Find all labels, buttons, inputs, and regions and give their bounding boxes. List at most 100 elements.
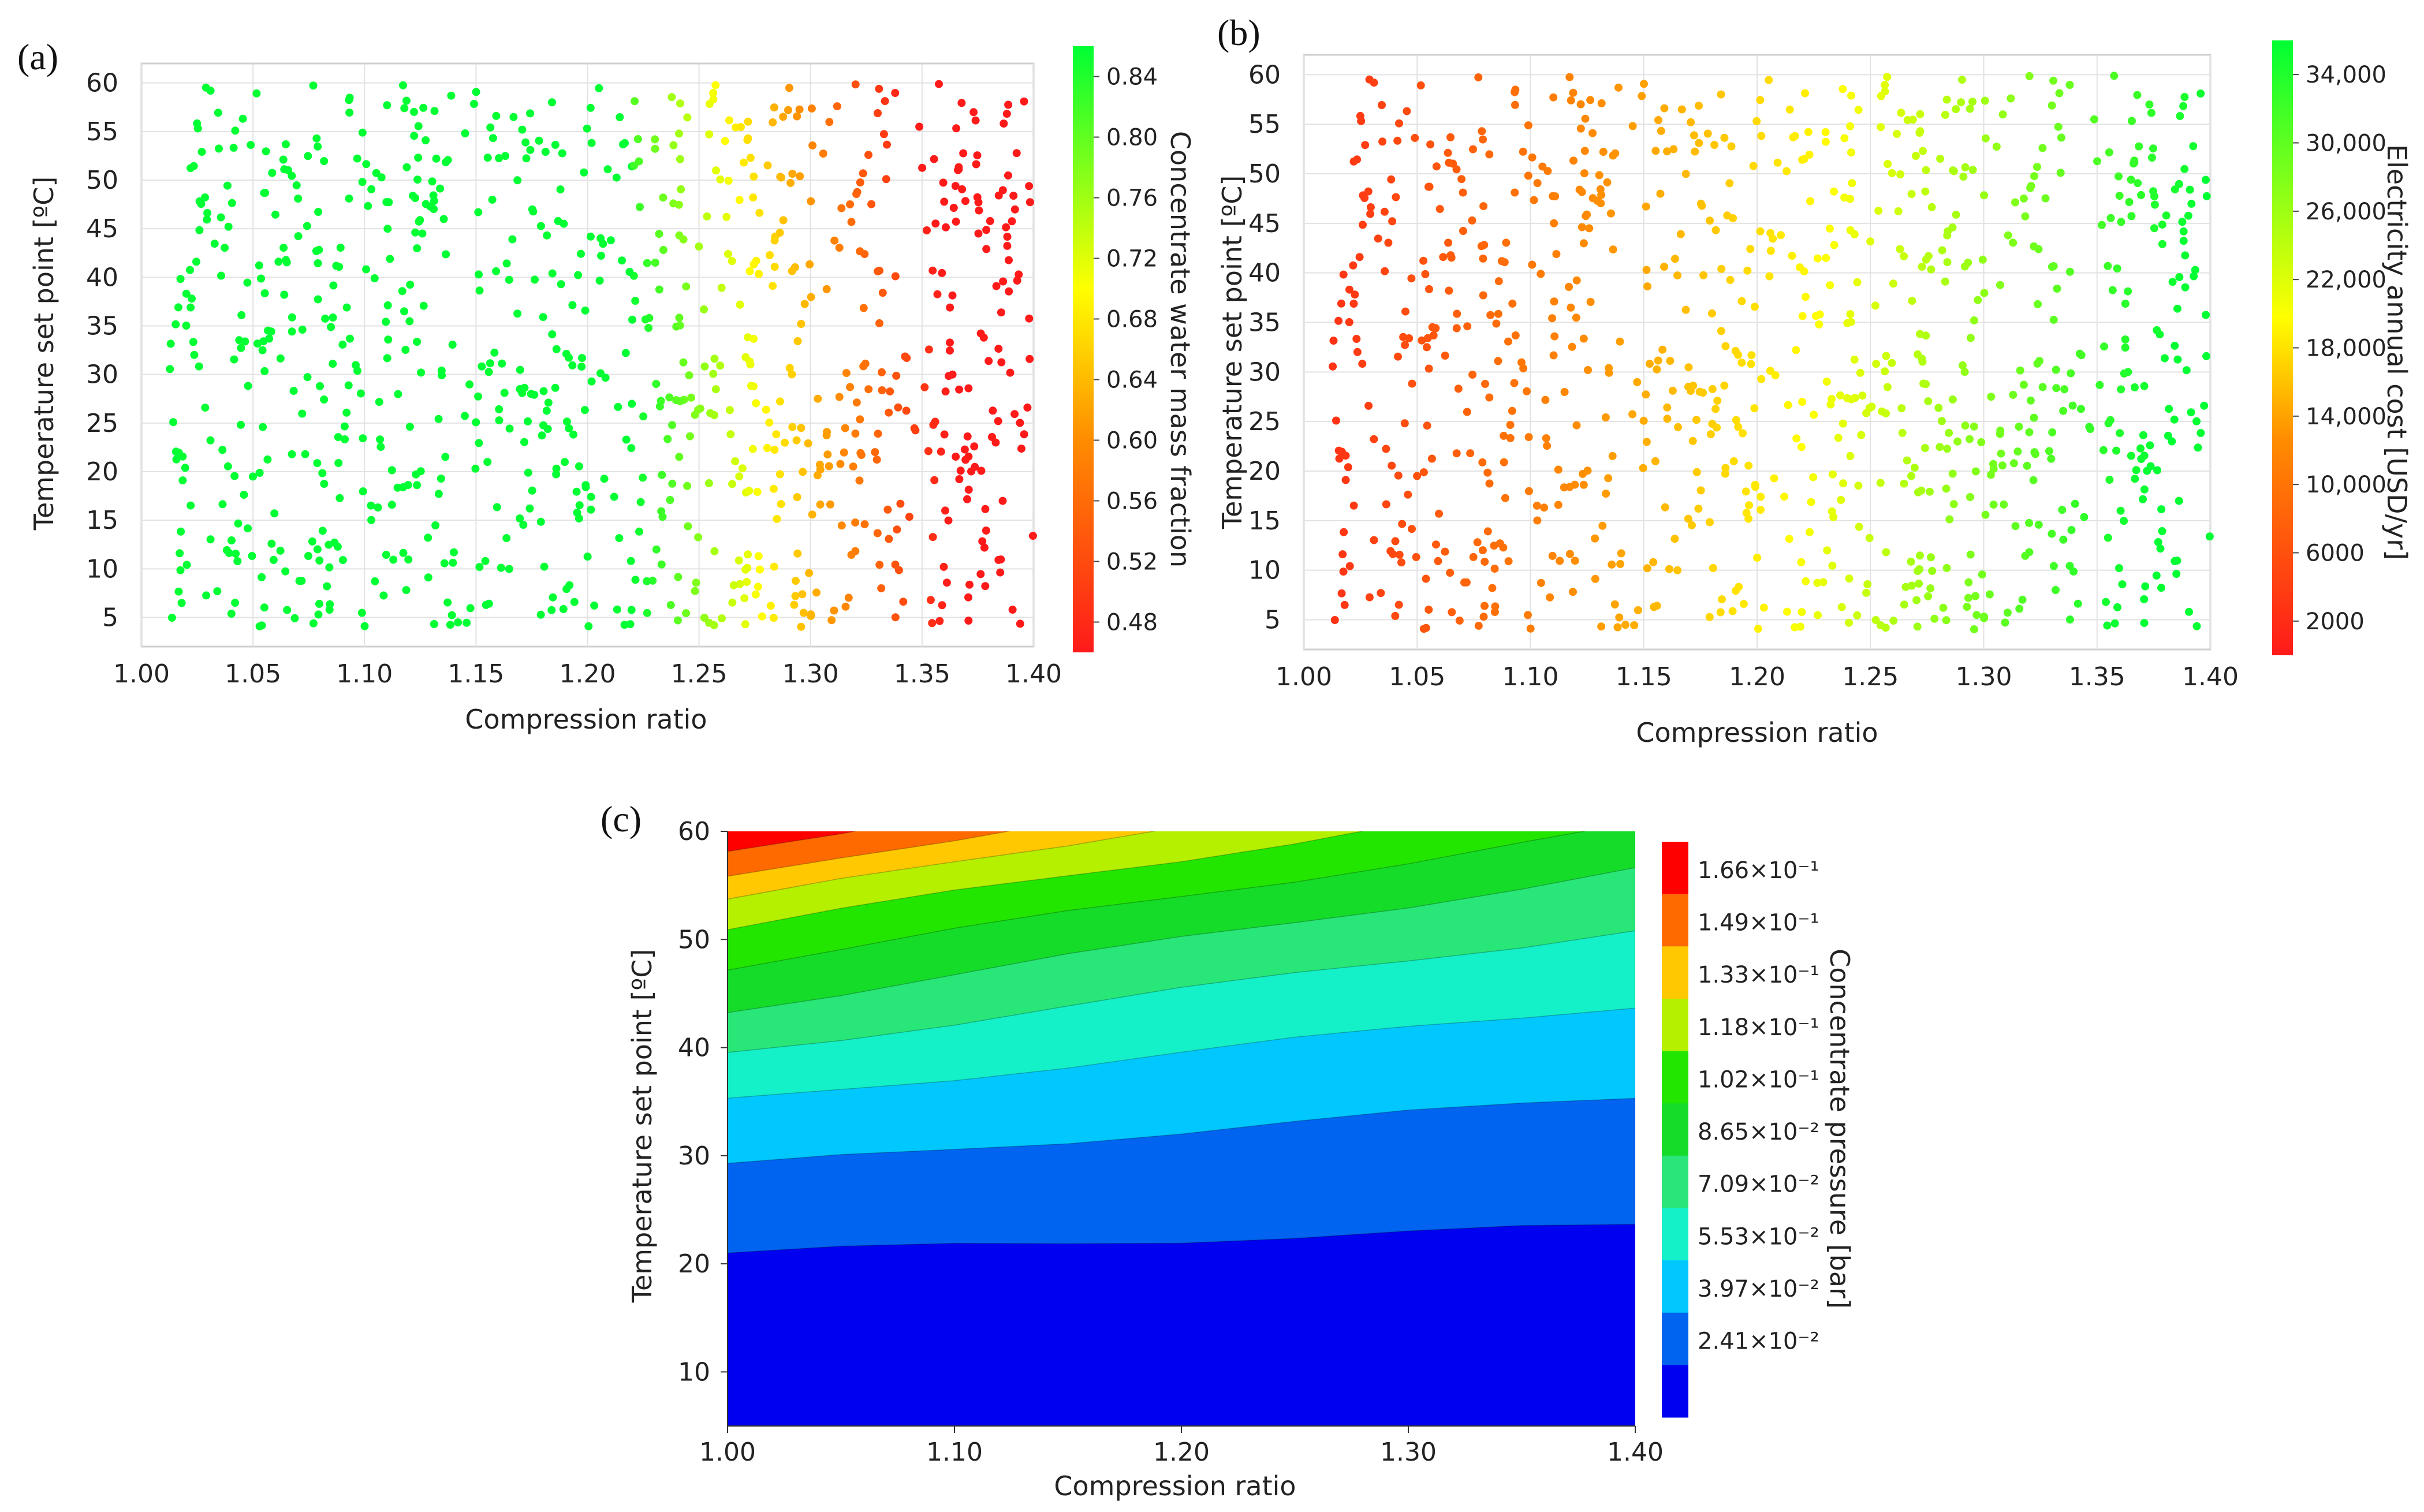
scatter-point <box>1926 584 1935 593</box>
scatter-point <box>826 500 834 509</box>
scatter-point <box>2180 93 2189 101</box>
scatter-point <box>2100 342 2108 351</box>
scatter-point <box>223 181 232 190</box>
scatter-point <box>851 80 860 89</box>
scatter-point <box>749 172 758 181</box>
scatter-point <box>2110 619 2119 628</box>
scatter-point <box>877 584 886 592</box>
scatter-point <box>998 496 1007 505</box>
scatter-point <box>1500 258 1509 267</box>
scatter-point <box>1769 234 1777 243</box>
scatter-point <box>1718 595 1726 604</box>
scatter-point <box>2029 476 2038 484</box>
scatter-point <box>442 158 450 166</box>
scatter-point <box>961 456 970 464</box>
scatter-point <box>695 242 703 251</box>
scatter-point <box>1528 260 1537 269</box>
scatter-point <box>570 598 579 606</box>
scatter-point <box>1848 179 1856 188</box>
scatter-point <box>726 430 735 439</box>
scatter-point <box>1663 415 1672 423</box>
scatter-point <box>1340 528 1348 536</box>
y-tick-label: 25 <box>86 409 118 438</box>
scatter-point <box>705 100 714 108</box>
scatter-point <box>438 371 446 380</box>
scatter-point <box>1452 449 1461 458</box>
scatter-point <box>1345 318 1353 326</box>
scatter-point <box>1717 264 1726 273</box>
scatter-point <box>769 118 777 126</box>
scatter-point <box>1548 314 1557 323</box>
scatter-point <box>260 289 269 297</box>
scatter-point <box>627 606 636 614</box>
scatter-point <box>1691 147 1699 156</box>
scatter-point <box>926 596 935 604</box>
scatter-point <box>574 271 583 279</box>
scatter-point <box>244 524 252 533</box>
scatter-point <box>745 267 754 275</box>
colorbar-tick-label: 0.72 <box>1106 246 1158 272</box>
panel-b-y-axis-title: Temperature set point [ºC] <box>1217 176 1248 530</box>
scatter-point <box>1918 263 1926 271</box>
scatter-point <box>520 383 529 392</box>
scatter-point <box>595 277 604 285</box>
scatter-point <box>933 290 942 298</box>
scatter-point <box>755 208 764 217</box>
scatter-point <box>1387 175 1396 184</box>
scatter-point <box>1633 378 1642 386</box>
scatter-point <box>1453 309 1461 318</box>
scatter-point <box>949 204 958 212</box>
scatter-point <box>1896 170 1905 178</box>
scatter-point <box>842 369 851 378</box>
scatter-point <box>288 313 296 322</box>
scatter-point <box>2025 72 2034 80</box>
scatter-point <box>1537 578 1545 587</box>
scatter-point <box>2173 355 2182 364</box>
panel-c-x-ticks: 1.00 1.10 1.20 1.30 1.40 <box>699 1425 1664 1467</box>
scatter-point <box>282 258 291 267</box>
scatter-point <box>1468 216 1476 225</box>
scatter-point <box>475 563 484 572</box>
scatter-point <box>837 204 846 212</box>
scatter-point <box>587 139 596 147</box>
scatter-point <box>1896 245 1904 253</box>
scatter-point <box>2184 211 2192 220</box>
scatter-point <box>1615 613 1624 622</box>
scatter-point <box>359 487 367 496</box>
scatter-point <box>1002 110 1011 118</box>
scatter-point <box>1811 312 1820 320</box>
scatter-point <box>513 309 522 318</box>
scatter-point <box>2205 532 2214 541</box>
scatter-point <box>603 165 612 174</box>
scatter-point <box>924 345 933 354</box>
scatter-point <box>891 89 900 97</box>
scatter-point <box>525 504 534 513</box>
scatter-point <box>724 177 733 185</box>
scatter-point <box>2048 428 2057 436</box>
scatter-point <box>674 573 683 581</box>
scatter-point <box>1770 474 1778 483</box>
scatter-point <box>792 436 801 445</box>
colorbar-level-label: 5.53×10⁻² <box>1698 1223 1819 1250</box>
scatter-point <box>501 152 510 160</box>
scatter-point <box>1804 128 1813 136</box>
scatter-point <box>2202 352 2210 360</box>
scatter-point <box>1917 486 1926 495</box>
scatter-point <box>1930 614 1939 623</box>
scatter-point <box>1785 535 1793 543</box>
scatter-point <box>728 257 736 266</box>
scatter-point <box>270 509 279 518</box>
scatter-point <box>1005 287 1013 296</box>
scatter-point <box>1504 557 1513 566</box>
scatter-point <box>2181 283 2190 292</box>
scatter-point <box>543 231 551 240</box>
y-tick-label: 55 <box>86 117 118 147</box>
scatter-point <box>475 286 484 295</box>
scatter-point <box>744 550 752 559</box>
colorbar-tick-label: 0.52 <box>1106 549 1158 576</box>
scatter-point <box>1616 559 1625 568</box>
scatter-point <box>1838 419 1847 428</box>
scatter-point <box>1413 472 1422 480</box>
scatter-point <box>2196 429 2205 437</box>
scatter-point <box>290 614 299 622</box>
